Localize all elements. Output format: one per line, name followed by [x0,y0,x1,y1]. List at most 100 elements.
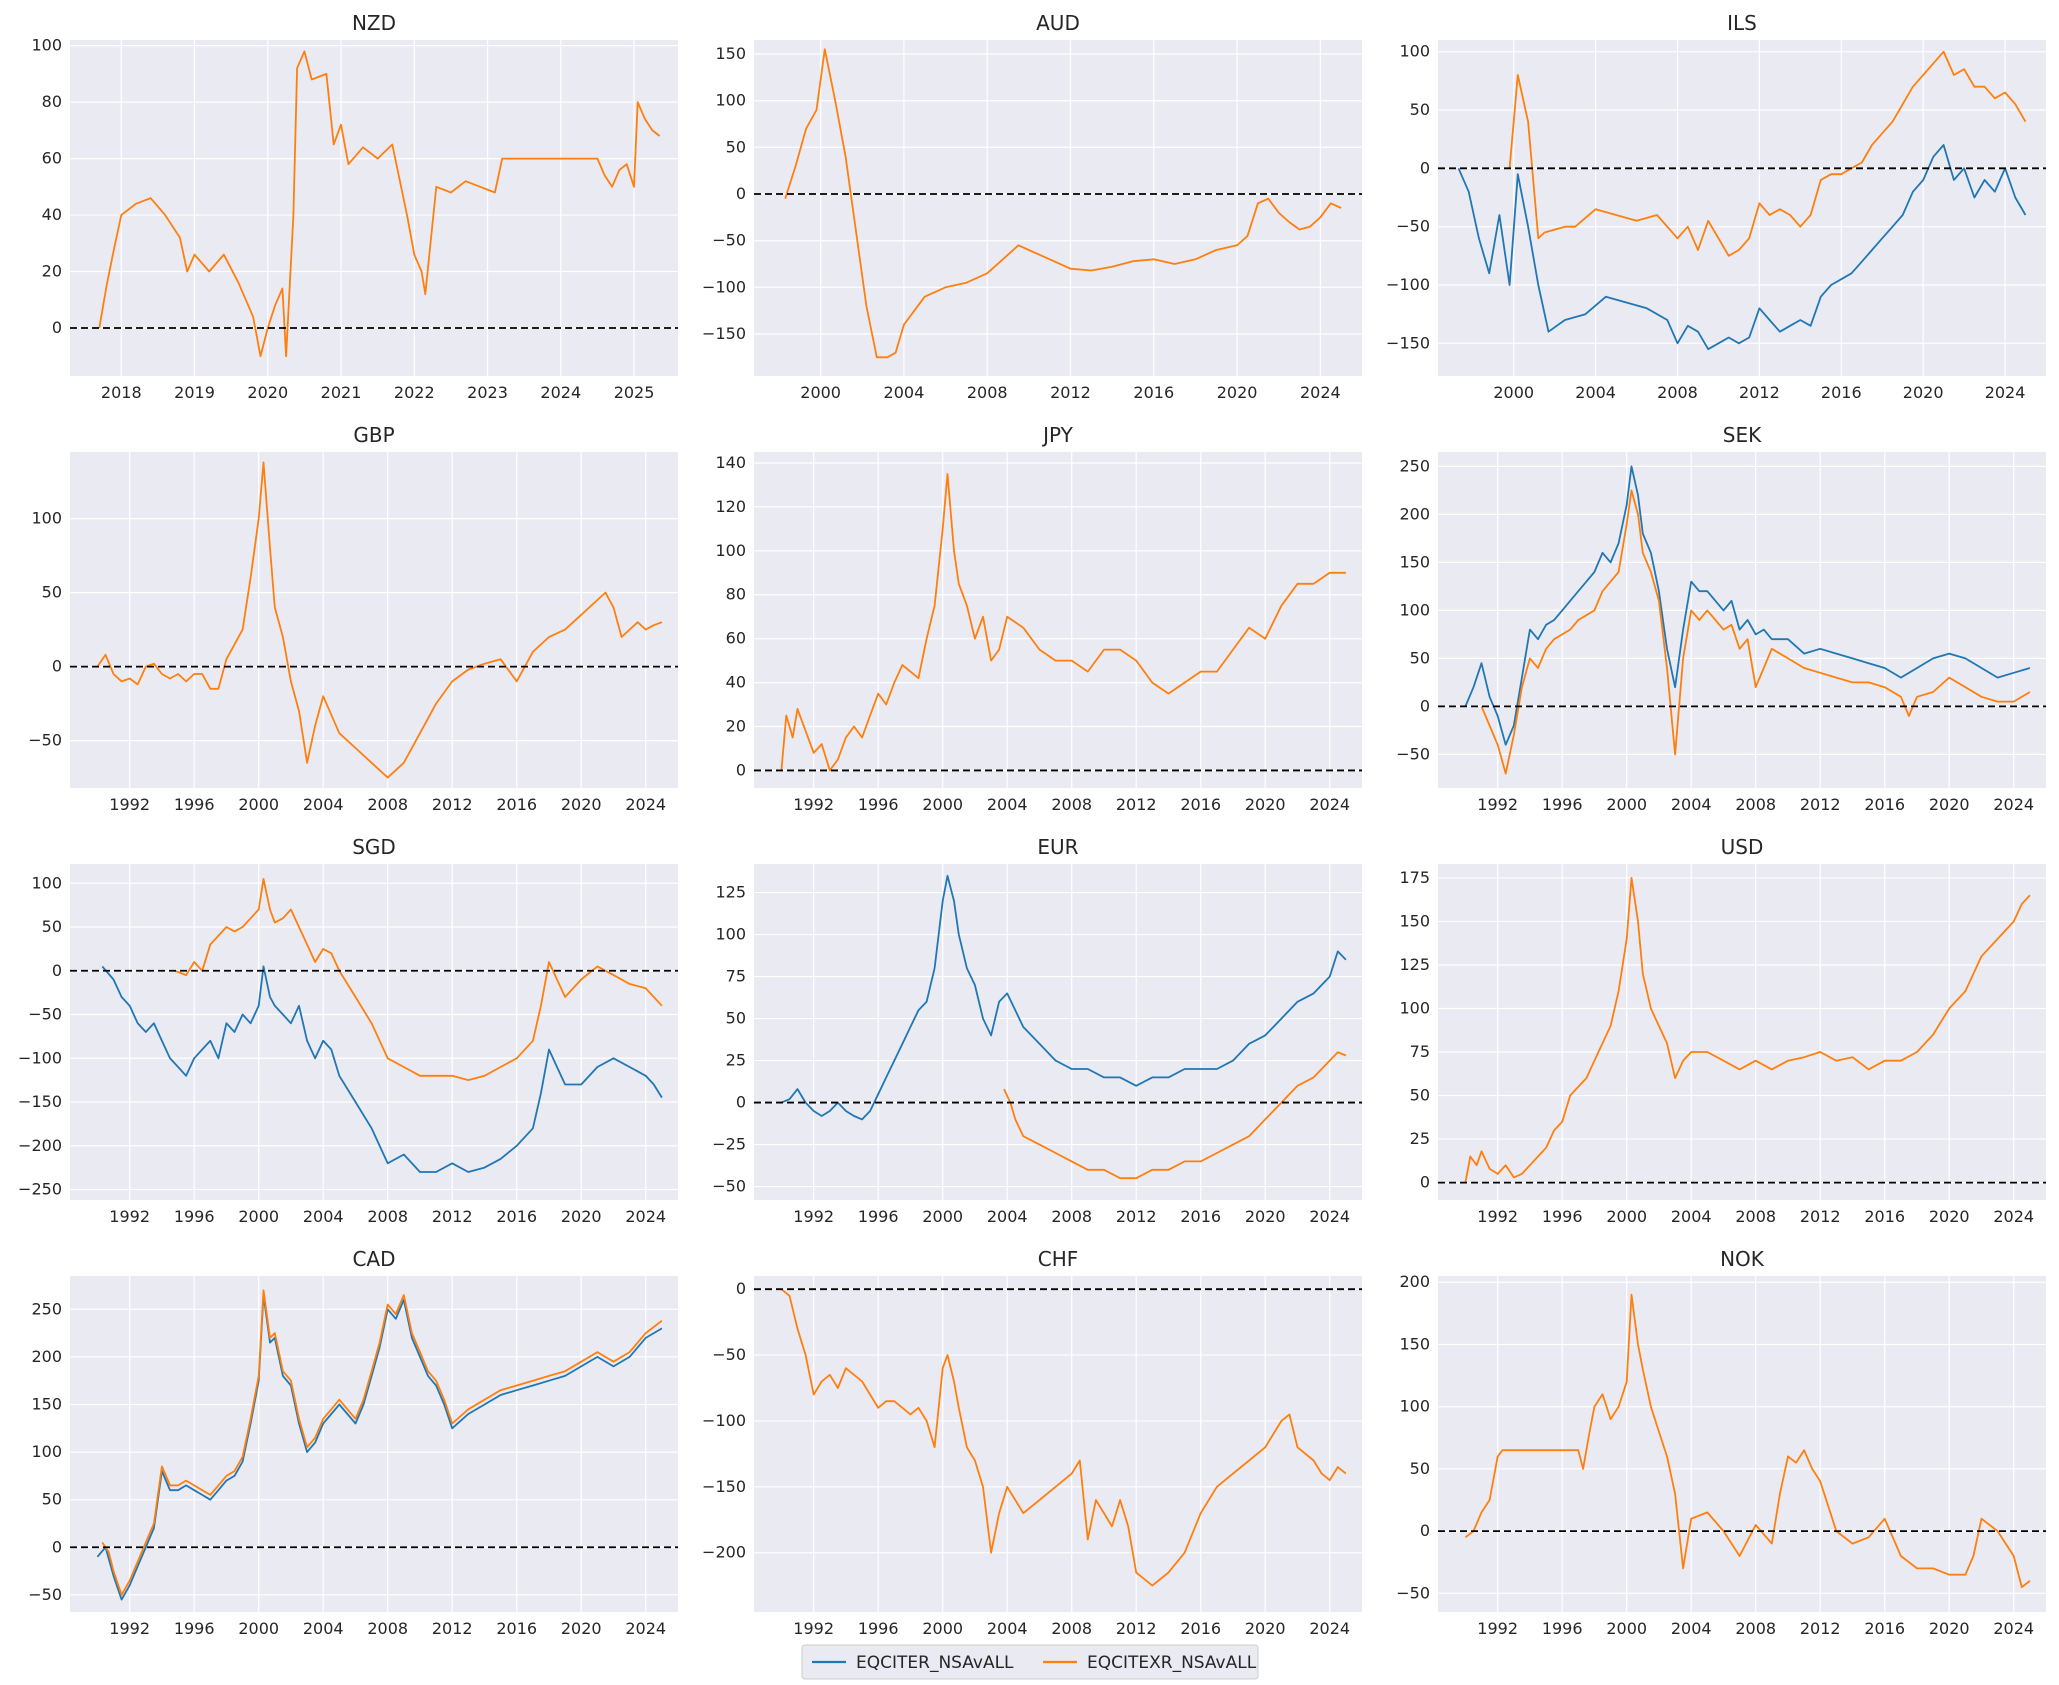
x-tick-label: 1992 [793,1619,834,1638]
y-tick-label: 25 [726,1051,746,1070]
y-tick-label: 100 [1399,42,1430,61]
y-tick-label: −50 [1396,744,1430,763]
y-tick-label: 75 [726,967,746,986]
x-tick-label: 2000 [1606,795,1647,814]
plot-area-jpy [754,452,1362,788]
y-tick-label: −200 [702,1543,746,1562]
y-tick-label: −100 [18,1048,62,1067]
y-tick-label: 25 [1410,1129,1430,1148]
y-tick-label: 0 [736,1093,746,1112]
x-tick-label: 2004 [1671,1207,1712,1226]
x-tick-label: 2012 [1116,1207,1157,1226]
x-tick-label: 2020 [1929,1619,1970,1638]
x-tick-label: 2020 [561,1619,602,1638]
legend-box [801,1644,1259,1680]
subplot-title-cad: CAD [352,1247,395,1271]
y-tick-label: 50 [726,137,746,156]
x-tick-label: 2024 [625,795,666,814]
plot-area-eur [754,864,1362,1200]
x-tick-label: 2020 [1245,1207,1286,1226]
subplot-jpy: 1992 1996 2000 2004 2008 2012 2016 2020 2024 0 20 4… [715,423,1362,814]
x-tick-label: 1996 [174,1207,215,1226]
x-tick-label: 2024 [1985,383,2026,402]
x-tick-label: 2000 [238,795,279,814]
x-tick-label: 1996 [1542,795,1583,814]
subplot-nok: 1992 1996 2000 2004 2008 2012 2016 2020 2024 −50 0… [1396,1247,2046,1638]
x-tick-label: 2004 [303,1619,344,1638]
y-tick-label: −150 [702,324,746,343]
y-tick-label: 50 [1410,648,1430,667]
y-tick-label: 50 [1410,1086,1430,1105]
x-tick-label: 2012 [1800,795,1841,814]
x-tick-label: 1992 [109,1619,150,1638]
subplot-cad: 1992 1996 2000 2004 2008 2012 2016 2020 2024 −50 0… [28,1247,678,1638]
x-tick-label: 2004 [1575,383,1616,402]
subplot-title-gbp: GBP [353,423,394,447]
subplot-title-sgd: SGD [352,835,396,859]
x-tick-label: 1996 [174,1619,215,1638]
x-tick-label: 2012 [1050,383,1091,402]
x-tick-label: 2012 [1116,795,1157,814]
y-tick-label: 0 [1420,1173,1430,1192]
y-tick-label: 250 [1399,456,1430,475]
y-tick-label: 40 [726,673,746,692]
y-tick-label: 100 [715,925,746,944]
x-tick-label: 2000 [800,383,841,402]
y-tick-label: 150 [1399,552,1430,571]
x-tick-label: 2024 [1993,795,2034,814]
series-line-eqcitexr-nok [1464,1293,2031,1588]
x-tick-label: 2016 [496,1207,537,1226]
x-tick-label: 1996 [858,1207,899,1226]
series-line-eqcitexr-eur [1003,1051,1347,1180]
x-tick-label: 2004 [303,1207,344,1226]
y-tick-label: 200 [1399,504,1430,523]
y-tick-label: 50 [1410,100,1430,119]
x-tick-label: 2016 [1864,1207,1905,1226]
x-tick-label: 2004 [987,795,1028,814]
x-tick-label: 2008 [967,383,1008,402]
y-tick-label: 0 [52,657,62,676]
y-tick-label: 100 [715,91,746,110]
x-tick-label: 1992 [793,795,834,814]
x-tick-label: 2023 [467,383,508,402]
subplot-title-aud: AUD [1036,11,1080,35]
x-tick-label: 2024 [625,1619,666,1638]
series-line-eqcitexr-ils [1508,50,2027,257]
x-tick-label: 2016 [1180,795,1221,814]
y-tick-label: −150 [702,1477,746,1496]
x-tick-label: 2008 [1735,795,1776,814]
x-tick-label: 2022 [394,383,435,402]
series-line-eqcitexr-usd [1464,877,2031,1183]
x-tick-label: 2020 [1245,795,1286,814]
y-tick-label: −250 [18,1180,62,1199]
subplot-title-nzd: NZD [352,11,396,35]
plot-area-ils [1438,40,2046,376]
series-line-eqciter-eur [781,874,1347,1121]
y-tick-label: 20 [42,262,62,281]
y-tick-label: 150 [715,44,746,63]
x-tick-label: 2020 [1217,383,1258,402]
x-tick-label: 2004 [987,1619,1028,1638]
y-tick-label: 100 [715,541,746,560]
y-tick-label: −50 [28,1585,62,1604]
y-tick-label: 100 [31,36,62,55]
x-tick-label: 2008 [367,1619,408,1638]
x-tick-label: 1992 [793,1207,834,1226]
x-tick-label: 2016 [1133,383,1174,402]
y-tick-label: −50 [1396,1583,1430,1602]
y-tick-label: 60 [42,149,62,168]
y-tick-label: −50 [712,1345,746,1364]
y-tick-label: 0 [736,1279,746,1298]
series-line-eqcitexr-chf [780,1288,1347,1587]
x-tick-label: 2018 [101,383,142,402]
plot-area-sgd [70,864,678,1200]
y-tick-label: 80 [726,585,746,604]
x-tick-label: 2020 [1903,383,1944,402]
y-tick-label: 0 [736,760,746,779]
x-tick-label: 2004 [1671,1619,1712,1638]
x-tick-label: 2008 [1051,795,1092,814]
x-tick-label: 2012 [1800,1207,1841,1226]
x-tick-label: 2012 [432,1619,473,1638]
x-tick-label: 2008 [1051,1207,1092,1226]
